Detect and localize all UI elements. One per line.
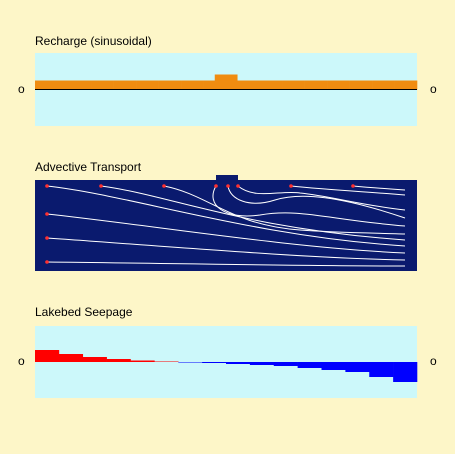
bar [91,80,103,90]
bar [327,80,339,90]
bar [35,350,60,362]
bar [147,80,159,90]
bar [178,362,203,363]
bar [202,362,227,363]
bar [338,80,350,90]
bar [214,74,227,90]
panel-title: Advective Transport [35,160,142,174]
bar [158,80,171,90]
transport-plot [35,175,417,271]
bar [349,80,362,90]
panel-title: Recharge (sinusoidal) [35,34,152,48]
bar [394,80,407,90]
bar [124,80,137,90]
bar [79,80,92,90]
bar [259,80,272,90]
bar [297,362,322,368]
bar [136,80,148,90]
right-label: o [430,82,437,96]
bar [405,80,418,90]
bar [249,362,275,365]
bar [68,80,81,90]
panel-title: Lakebed Seepage [35,305,133,319]
left-label: o [18,354,25,368]
bar [383,80,395,90]
bar [248,80,261,90]
bar [345,362,370,372]
bar [113,80,126,90]
bar [226,74,238,90]
bar [35,80,47,90]
bar [57,80,70,90]
bar [106,359,131,362]
bar [372,80,384,90]
bar [237,80,249,90]
bar [293,80,305,90]
bar [282,80,294,90]
bar [58,354,84,362]
seepage-bars [35,350,418,382]
bar [46,80,58,90]
bar [226,362,251,364]
bar [192,80,204,90]
bar [369,362,394,377]
bar [130,360,155,362]
bar [203,80,216,90]
bar [393,362,418,382]
bar [273,362,298,366]
bar [181,80,193,90]
bar [102,80,114,90]
bar [270,80,283,90]
right-label: o [430,354,437,368]
bar [321,362,346,370]
left-label: o [18,82,25,96]
bar [360,80,373,90]
recharge-bars [35,74,418,90]
bar [82,357,107,362]
bar [315,80,328,90]
bar [304,80,317,90]
bar [154,361,179,362]
bar [169,80,182,90]
